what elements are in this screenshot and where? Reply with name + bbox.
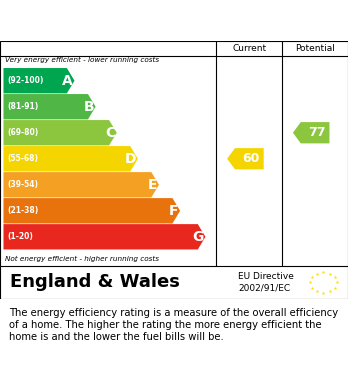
Text: (55-68): (55-68) [8,154,39,163]
Polygon shape [3,120,117,145]
Text: EU Directive
2002/91/EC: EU Directive 2002/91/EC [238,272,294,293]
Text: (39-54): (39-54) [8,180,39,189]
Text: C: C [105,126,115,140]
Text: Energy Efficiency Rating: Energy Efficiency Rating [10,14,239,32]
Polygon shape [3,146,138,171]
Text: D: D [125,152,136,166]
Text: (92-100): (92-100) [8,76,44,85]
Text: B: B [83,100,94,114]
Text: (69-80): (69-80) [8,128,39,137]
Polygon shape [3,68,74,93]
Text: E: E [148,178,157,192]
Polygon shape [227,148,264,169]
Text: Not energy efficient - higher running costs: Not energy efficient - higher running co… [5,255,159,262]
Polygon shape [3,224,205,249]
Text: G: G [192,230,204,244]
Text: (81-91): (81-91) [8,102,39,111]
Text: (21-38): (21-38) [8,206,39,215]
Text: 77: 77 [308,126,326,139]
Text: England & Wales: England & Wales [10,273,180,292]
Text: A: A [62,74,73,88]
Text: 60: 60 [243,152,260,165]
Polygon shape [3,198,180,223]
Polygon shape [293,122,330,143]
Text: Very energy efficient - lower running costs: Very energy efficient - lower running co… [5,57,159,63]
Text: Current: Current [232,44,267,53]
Text: F: F [169,204,179,218]
Polygon shape [3,94,96,119]
Text: (1-20): (1-20) [8,232,33,241]
Text: The energy efficiency rating is a measure of the overall efficiency of a home. T: The energy efficiency rating is a measur… [9,308,338,341]
Polygon shape [3,172,159,197]
Text: Potential: Potential [295,44,335,53]
